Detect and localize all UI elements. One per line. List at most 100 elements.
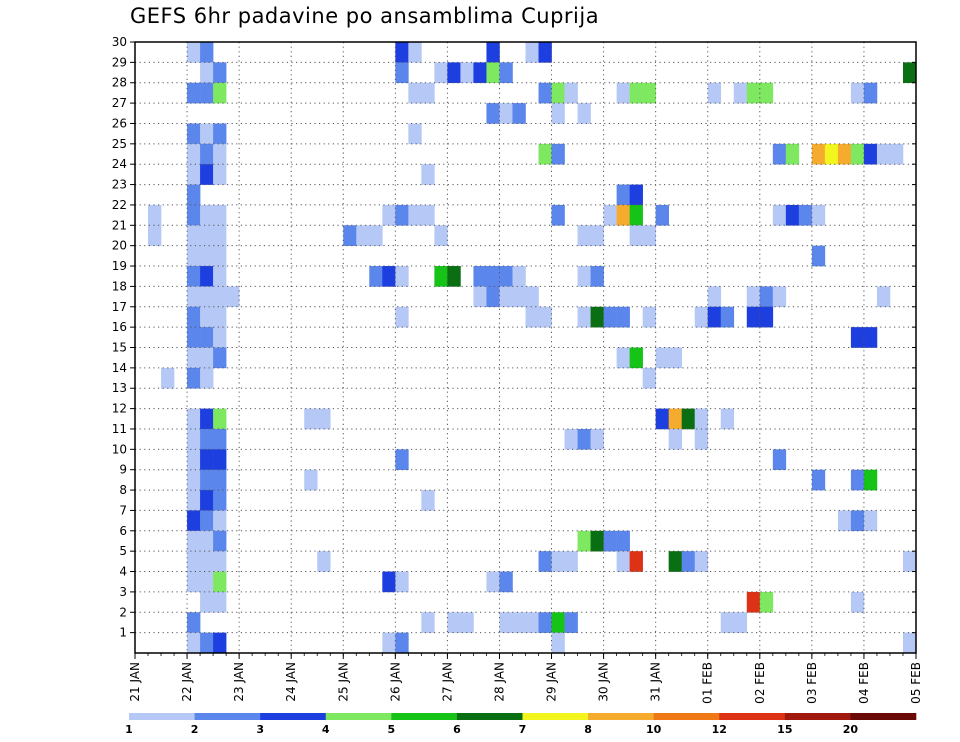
heatmap-cells [148, 42, 917, 654]
heatmap-cell [200, 571, 214, 593]
heatmap-cell [616, 551, 630, 572]
x-tick-label: 21 JAN [128, 662, 142, 702]
heatmap-cell [681, 551, 696, 572]
heatmap-cell [369, 225, 383, 246]
heatmap-cell [746, 82, 761, 104]
heatmap-cell [629, 551, 643, 572]
heatmap-cell [213, 551, 227, 572]
heatmap-cell [187, 306, 201, 328]
heatmap-cell [577, 225, 591, 246]
heatmap-cell [759, 591, 774, 613]
color-scale-label: 1 [125, 723, 133, 736]
heatmap-cell [772, 286, 787, 308]
heatmap-cell [850, 327, 865, 348]
grid-lines [135, 42, 916, 653]
heatmap-cell [408, 204, 422, 226]
y-tick-label: 3 [119, 585, 127, 599]
heatmap-cell [798, 204, 813, 226]
heatmap-cell [746, 286, 761, 308]
heatmap-cell [473, 266, 487, 287]
heatmap-cell [200, 286, 214, 308]
heatmap-cell [707, 306, 722, 328]
color-scale-label: 10 [646, 723, 662, 736]
x-tick-label: 01 FEB [701, 662, 715, 704]
heatmap-cell [187, 367, 201, 389]
color-scale-label: 5 [388, 723, 396, 736]
heatmap-cell [642, 306, 656, 328]
heatmap-cell [200, 551, 214, 572]
heatmap-cell [616, 347, 630, 369]
heatmap-cell [772, 449, 787, 470]
heatmap-cell [187, 428, 201, 450]
heatmap-cell [187, 469, 201, 491]
y-tick-label: 23 [112, 178, 127, 192]
heatmap-cell [499, 286, 513, 308]
heatmap-cell [187, 123, 201, 145]
x-tick-label: 23 JAN [232, 662, 246, 702]
heatmap-cell [408, 42, 422, 63]
heatmap-cell [707, 82, 722, 104]
heatmap-cell [577, 266, 591, 287]
y-tick-label: 18 [112, 279, 127, 293]
color-scale-legend: 1 2 3 4 5 6 7 8 10 12 15 20 [125, 713, 917, 736]
heatmap-cell [200, 143, 214, 165]
heatmap-cell [473, 286, 487, 308]
heatmap-cell [187, 245, 201, 267]
heatmap-cell [200, 530, 214, 552]
heatmap-cell [486, 571, 500, 593]
heatmap-cell [616, 82, 630, 104]
heatmap-cell [382, 266, 396, 287]
heatmap-cell [213, 591, 227, 613]
heatmap-cell [590, 306, 604, 328]
heatmap-cell [382, 571, 396, 593]
heatmap-cell [213, 571, 227, 593]
heatmap-cell [824, 143, 839, 165]
heatmap-cell [200, 245, 214, 267]
heatmap-cell [200, 428, 214, 450]
heatmap-cell [850, 82, 865, 104]
heatmap-cell [525, 612, 539, 633]
y-tick-label: 6 [119, 524, 127, 538]
heatmap-cell [863, 469, 878, 491]
heatmap-cell [577, 428, 591, 450]
color-scale-label: 15 [777, 723, 792, 736]
heatmap-cell [200, 306, 214, 328]
color-scale-swatch [784, 713, 851, 720]
y-tick-label: 11 [112, 422, 127, 436]
heatmap-cell [863, 510, 878, 532]
heatmap-cell [187, 347, 201, 369]
x-tick-label: 25 JAN [336, 662, 350, 702]
heatmap-cell [213, 306, 227, 328]
heatmap-cell [421, 612, 435, 633]
heatmap-cell [551, 612, 565, 633]
color-scale-label: 4 [322, 723, 330, 736]
heatmap-cell [408, 123, 422, 145]
heatmap-cell [694, 551, 709, 572]
heatmap-cell [187, 204, 201, 226]
heatmap-cell [551, 551, 565, 572]
heatmap-cell [395, 62, 409, 84]
heatmap-cell [668, 428, 682, 450]
heatmap-cell [213, 510, 227, 532]
heatmap-cell [200, 347, 214, 369]
heatmap-cell [876, 286, 891, 308]
heatmap-cell [876, 143, 891, 165]
color-scale-swatch [653, 713, 720, 720]
heatmap-cell [434, 225, 448, 246]
heatmap-cell [538, 612, 552, 633]
y-tick-label: 5 [119, 544, 127, 558]
y-tick-label: 19 [112, 259, 127, 273]
x-axis: 21 JAN 22 JAN 23 JAN 24 JAN 25 JAN 26 JAN 27 J… [128, 653, 923, 704]
heatmap-cell [187, 82, 201, 104]
heatmap-cell [187, 266, 201, 287]
heatmap-cell [577, 530, 591, 552]
heatmap-cell [538, 143, 552, 165]
heatmap-cell [356, 225, 370, 246]
heatmap-cell [629, 184, 643, 206]
heatmap-cell [187, 530, 201, 552]
heatmap-cell [564, 428, 578, 450]
heatmap-cell [863, 143, 878, 165]
heatmap-cell [395, 42, 409, 63]
heatmap-cell [616, 204, 630, 226]
